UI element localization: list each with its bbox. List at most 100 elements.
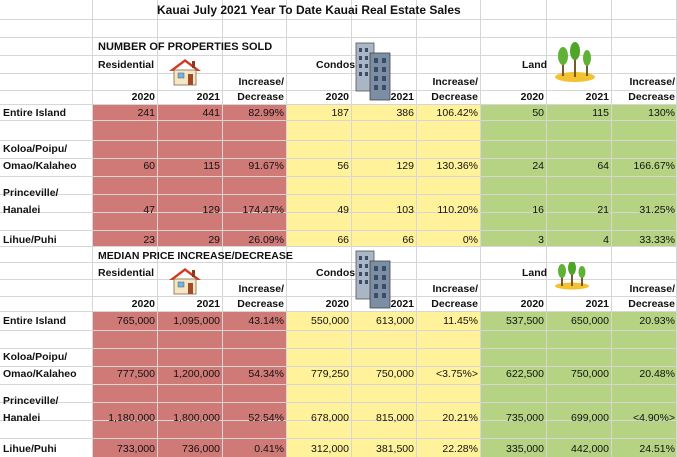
value-cell: 60 [143, 160, 155, 172]
value-cell: 103 [396, 204, 414, 216]
value-cell: 64 [597, 160, 609, 172]
change-header-con-1: Increase/ [432, 76, 478, 88]
value-cell: 43.14% [248, 315, 284, 327]
row-label: Koloa/Poipu/ [3, 143, 68, 155]
value-cell: 815,000 [376, 412, 414, 424]
col-2021-lnd: 2021 [585, 91, 609, 103]
value-cell: 750,000 [376, 368, 414, 380]
value-cell: 765,000 [117, 315, 155, 327]
value-cell: 49 [337, 204, 349, 216]
value-cell: 26.09% [248, 234, 284, 246]
row-label: Entire Island [3, 315, 67, 327]
group-label-residential: Residential [98, 59, 155, 71]
col-2020-lnd: 2020 [520, 91, 544, 103]
col-2021-res: 2021 [196, 298, 220, 310]
group-label-condos: Condos [316, 267, 356, 279]
value-cell: 29 [208, 234, 220, 246]
value-cell: 650,000 [571, 315, 609, 327]
row-label: Koloa/Poipu/ [3, 351, 68, 363]
value-cell: 1,180,000 [108, 412, 155, 424]
value-cell: 777,500 [117, 368, 155, 380]
value-cell: 381,500 [376, 443, 414, 455]
house-icon [169, 268, 201, 295]
value-cell: 20.48% [639, 368, 675, 380]
value-cell: 11.45% [443, 315, 478, 327]
value-cell: 66 [402, 234, 414, 246]
value-cell: 82.99% [248, 107, 284, 119]
value-cell: 441 [202, 107, 220, 119]
value-cell: 613,000 [376, 315, 414, 327]
value-cell: 106.42% [436, 107, 478, 119]
group-label-land: Land [522, 267, 548, 279]
land-band-sold [480, 104, 677, 246]
condos-band-sold [286, 104, 480, 246]
change-header-con-1: Increase/ [432, 283, 478, 295]
value-cell: 129 [202, 204, 220, 216]
value-cell: 31.25% [639, 204, 675, 216]
group-label-residential: Residential [98, 267, 155, 279]
value-cell: 130.36% [436, 160, 478, 172]
col-2021-con: 2021 [390, 298, 414, 310]
change-header-lnd-2: Decrease [628, 91, 675, 103]
value-cell: 736,000 [182, 443, 220, 455]
change-header-res-2: Decrease [237, 91, 284, 103]
value-cell: 24.51% [639, 443, 675, 455]
group-label-land: Land [522, 59, 548, 71]
value-cell: 187 [331, 107, 349, 119]
change-header-lnd-1: Increase/ [629, 76, 675, 88]
building-icon [355, 250, 391, 309]
value-cell: 174.47% [242, 204, 284, 216]
trees-icon [555, 262, 589, 290]
residential-band-sold [92, 104, 286, 246]
value-cell: 550,000 [311, 315, 349, 327]
value-cell: 1,200,000 [173, 368, 220, 380]
change-header-con-2: Decrease [431, 298, 478, 310]
group-label-condos: Condos [316, 59, 356, 71]
col-2020-res: 2020 [131, 298, 155, 310]
row-label: Omao/Kalaheo [3, 160, 77, 172]
value-cell: 0.41% [254, 443, 284, 455]
col-2021-con: 2021 [390, 91, 414, 103]
value-cell: 750,000 [571, 368, 609, 380]
value-cell: 22.28% [442, 443, 478, 455]
house-icon [169, 59, 201, 86]
building-icon [355, 42, 391, 101]
trees-icon [555, 42, 595, 82]
row-label: Lihue/Puhi [3, 234, 57, 246]
col-2020-con: 2020 [325, 298, 349, 310]
value-cell: 110.20% [437, 204, 478, 216]
value-cell: 130% [648, 107, 675, 119]
value-cell: 33.33% [639, 234, 675, 246]
value-cell: 47 [143, 204, 155, 216]
value-cell: 16 [532, 204, 544, 216]
row-label: Hanalei [3, 204, 41, 216]
change-header-res-2: Decrease [237, 298, 284, 310]
sheet-title: Kauai July 2021 Year To Date Kauai Real … [157, 3, 461, 17]
value-cell: 56 [337, 160, 349, 172]
value-cell: <3.75%> [435, 368, 478, 380]
change-header-lnd-1: Increase/ [629, 283, 675, 295]
row-label: Princeville/ [3, 395, 59, 407]
col-2021-res: 2021 [196, 91, 220, 103]
value-cell: 23 [143, 234, 155, 246]
value-cell: 115 [203, 160, 220, 172]
row-label: Princeville/ [3, 187, 59, 199]
value-cell: 442,000 [571, 443, 609, 455]
value-cell: 735,000 [506, 412, 544, 424]
value-cell: 20.21% [442, 412, 478, 424]
value-cell: 20.93% [639, 315, 675, 327]
value-cell: 386 [396, 107, 414, 119]
value-cell: 1,800,000 [173, 412, 220, 424]
value-cell: 4 [603, 234, 609, 246]
value-cell: 1,095,000 [173, 315, 220, 327]
value-cell: 54.34% [248, 368, 284, 380]
value-cell: 3 [538, 234, 544, 246]
value-cell: 24 [532, 160, 544, 172]
value-cell: 21 [597, 204, 609, 216]
change-header-lnd-2: Decrease [628, 298, 675, 310]
value-cell: <4.90%> [632, 412, 675, 424]
change-header-res-1: Increase/ [238, 283, 284, 295]
value-cell: 166.67% [633, 160, 675, 172]
col-2020-res: 2020 [131, 91, 155, 103]
value-cell: 115 [592, 107, 609, 119]
